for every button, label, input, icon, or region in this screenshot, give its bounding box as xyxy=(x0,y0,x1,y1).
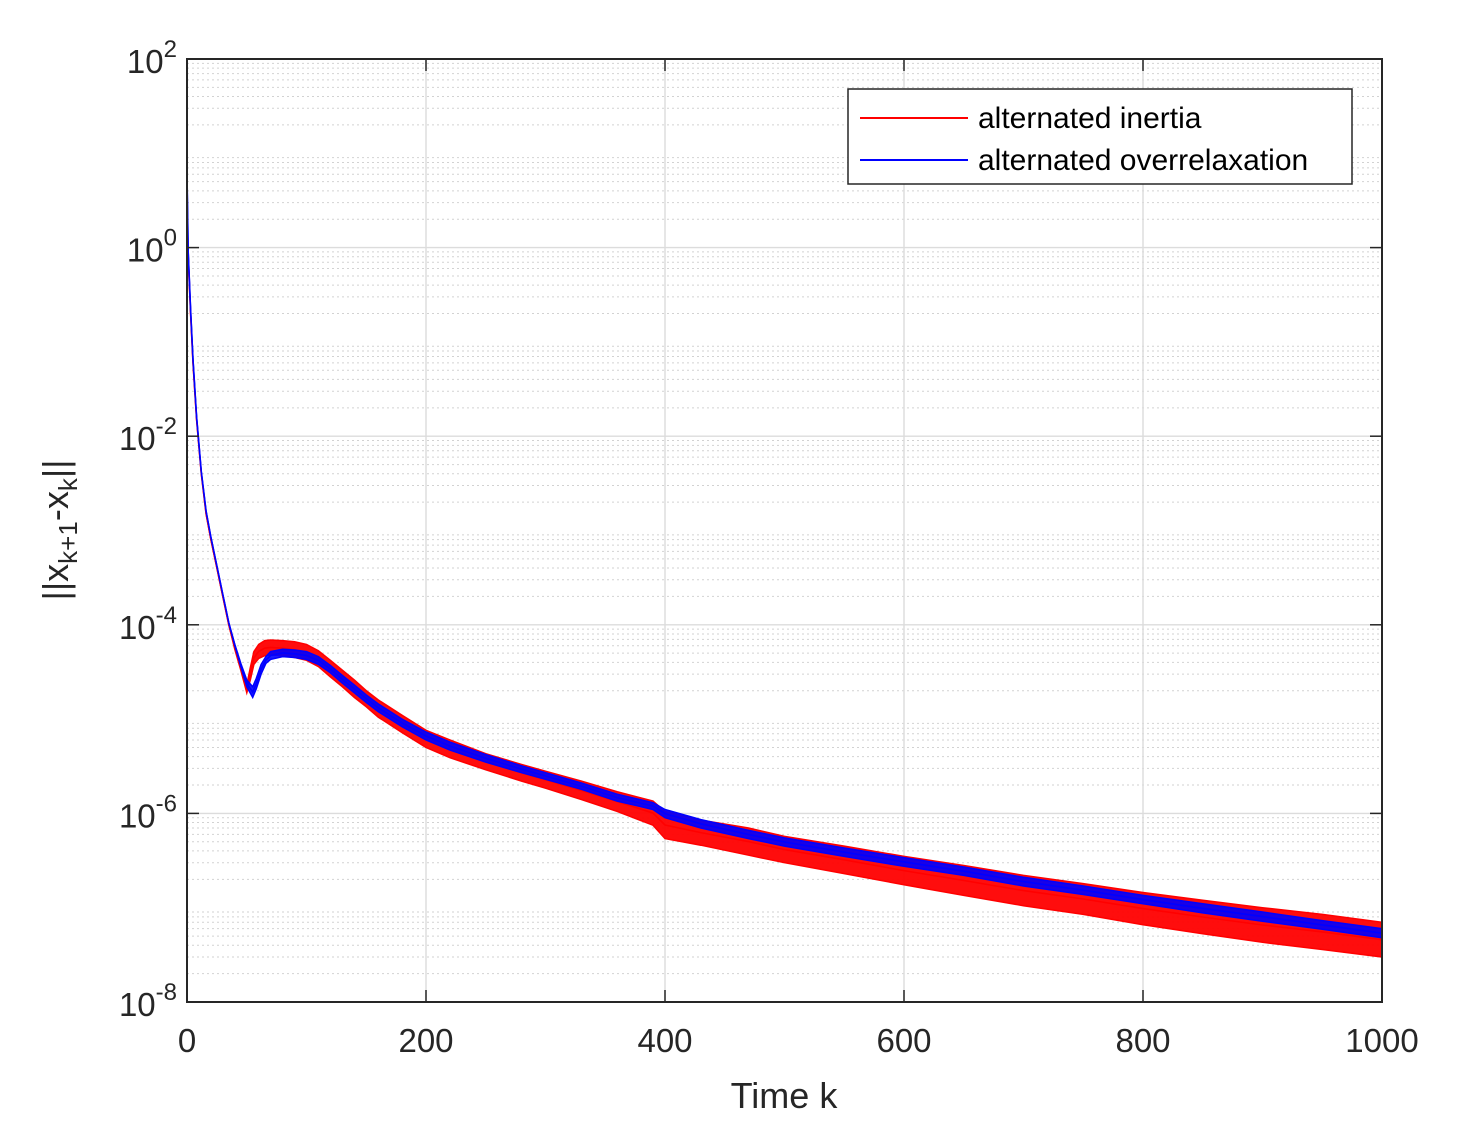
y-axis-title-middle: -x xyxy=(35,491,76,521)
legend-label-inertia: alternated inertia xyxy=(978,102,1202,135)
y-axis-title-prefix: ||x xyxy=(35,564,76,601)
y-axis-title: ||xk+1-xk|| xyxy=(35,459,83,600)
y-tick-base: 10 xyxy=(119,609,156,646)
y-tick-exponent: -6 xyxy=(156,790,177,817)
y-tick-label: 102 xyxy=(127,36,177,80)
y-axis-title-sub1: k+1 xyxy=(53,521,83,564)
x-axis-title: Time k xyxy=(731,1075,839,1116)
x-tick-label: 800 xyxy=(1115,1022,1170,1059)
x-tick-label: 0 xyxy=(178,1022,196,1059)
y-axis-title-sub2: k xyxy=(53,477,83,491)
legend-label-overrelaxation: alternated overrelaxation xyxy=(978,144,1308,177)
y-tick-base: 10 xyxy=(119,797,156,834)
x-tick-label: 200 xyxy=(398,1022,453,1059)
y-tick-base: 10 xyxy=(127,43,164,80)
y-tick-exponent: -4 xyxy=(156,602,177,629)
y-tick-label: 10-4 xyxy=(119,602,177,646)
y-tick-label: 10-8 xyxy=(119,979,177,1023)
x-tick-labels: 0 200 400 600 800 1000 xyxy=(178,1022,1419,1059)
x-tick-label: 400 xyxy=(637,1022,692,1059)
svg-text:||xk+1-xk||: ||xk+1-xk|| xyxy=(35,459,83,600)
y-tick-exponent: -2 xyxy=(156,413,177,440)
tick-marks xyxy=(186,58,1383,1003)
y-tick-exponent: 2 xyxy=(164,36,177,63)
axes-box xyxy=(186,58,1383,1003)
y-tick-label: 100 xyxy=(127,225,177,269)
y-tick-base: 10 xyxy=(127,232,164,269)
legend: alternated inertia alternated overrelaxa… xyxy=(847,88,1353,185)
y-tick-label: 10-6 xyxy=(119,790,177,834)
legend-box xyxy=(847,88,1353,185)
series-line-alternated-overrelaxation xyxy=(186,174,1383,934)
y-tick-exponent: -8 xyxy=(156,979,177,1006)
y-tick-base: 10 xyxy=(119,986,156,1023)
y-tick-label: 10-2 xyxy=(119,413,177,457)
y-axis-title-suffix: || xyxy=(35,459,76,478)
y-tick-base: 10 xyxy=(119,420,156,457)
x-tick-label: 1000 xyxy=(1345,1022,1418,1059)
x-tick-label: 600 xyxy=(876,1022,931,1059)
y-tick-exponent: 0 xyxy=(164,225,177,252)
